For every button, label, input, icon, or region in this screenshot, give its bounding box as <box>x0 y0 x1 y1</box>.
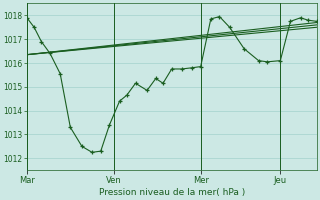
X-axis label: Pression niveau de la mer( hPa ): Pression niveau de la mer( hPa ) <box>99 188 245 197</box>
